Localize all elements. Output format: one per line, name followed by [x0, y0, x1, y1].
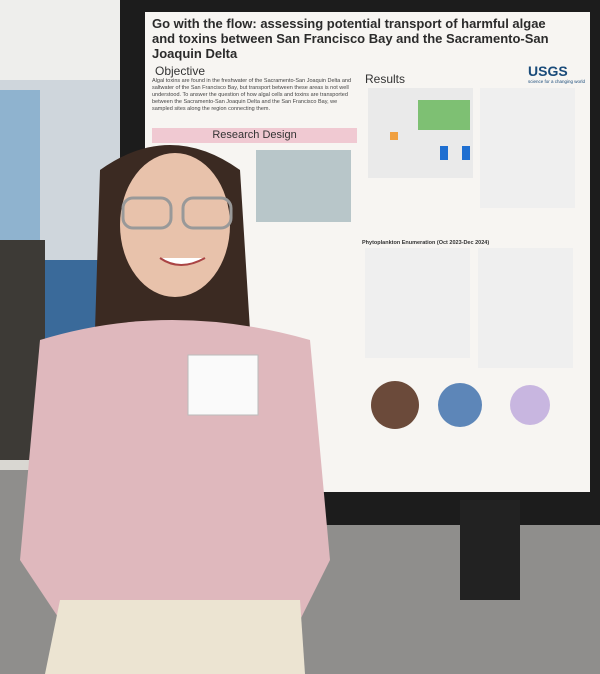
section-heading: Objective	[155, 64, 206, 78]
photo-circle	[371, 381, 419, 429]
pants	[45, 600, 305, 674]
glasses	[181, 196, 233, 230]
smile	[159, 257, 206, 266]
heatmap-cell	[462, 146, 470, 160]
subheading: Phytoplankton Enumeration (Oct 2023-Dec …	[362, 240, 490, 246]
heatmap-cell	[390, 132, 398, 140]
section-heading: Research Design	[152, 128, 357, 143]
logo: USGS	[528, 63, 568, 79]
logo-tagline: science for a changing world	[528, 79, 586, 84]
photo-circle	[510, 385, 550, 425]
heatmap-cell	[440, 146, 448, 160]
map	[256, 150, 351, 222]
glasses	[121, 196, 173, 230]
plots	[478, 248, 573, 368]
name-badge	[187, 354, 259, 416]
sweater	[20, 320, 330, 620]
objective-text: Algal toxins are found in the freshwater…	[152, 78, 352, 112]
section-heading: Results	[365, 72, 406, 86]
heatmap-cells	[418, 100, 470, 130]
background-legs	[460, 500, 520, 600]
photo-circle	[438, 383, 482, 427]
boxplots	[365, 248, 470, 358]
plots	[480, 88, 575, 208]
face	[120, 153, 230, 297]
poster-title: Go with the flow: assessing potential tr…	[152, 16, 549, 61]
